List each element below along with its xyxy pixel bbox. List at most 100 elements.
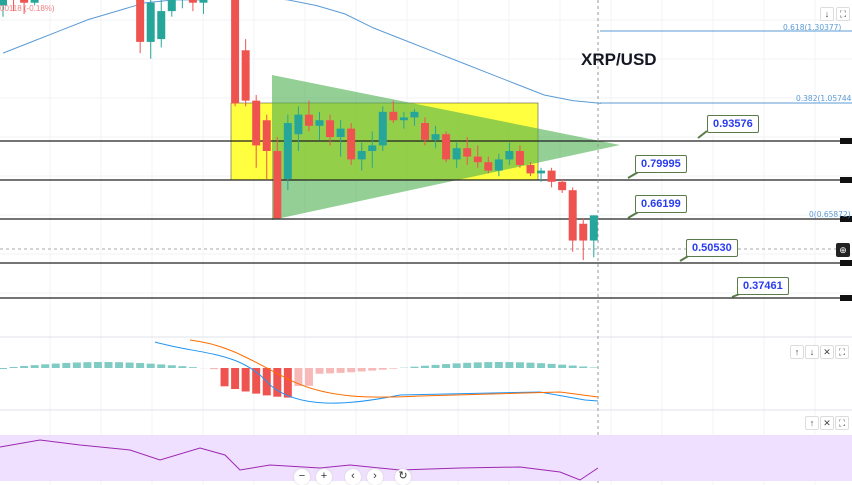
macd-histogram-bar [115, 362, 124, 368]
candle-body [241, 50, 250, 101]
level-label[interactable]: 0.37461 [737, 277, 789, 295]
macd-histogram-bar [20, 366, 29, 368]
price-axis-marker [840, 177, 852, 183]
zoom-in-button[interactable]: + [316, 469, 332, 485]
candle-body [157, 11, 166, 40]
macd-histogram-bar [167, 365, 176, 368]
macd-histogram-bar [41, 364, 50, 368]
level-label[interactable]: 0.79995 [635, 155, 687, 173]
macd-histogram-bar [9, 367, 18, 368]
price-axis-marker [840, 138, 852, 144]
macd-histogram-bar [473, 362, 482, 368]
add-icon[interactable]: ⊕ [836, 243, 850, 257]
candle-body [283, 123, 292, 179]
macd-histogram-bar [494, 362, 503, 368]
candle-body [378, 111, 387, 146]
macd-histogram-bar [389, 368, 398, 369]
fib-level-label: 0.382(1.05744) [796, 94, 852, 103]
reset-button[interactable]: ↻ [395, 469, 411, 485]
macd-histogram-bar [72, 362, 81, 368]
macd-histogram-bar [378, 368, 387, 370]
candle-body [494, 159, 503, 171]
candle-body [410, 111, 419, 118]
macd-histogram-bar [125, 362, 134, 368]
level-label[interactable]: 0.93576 [707, 115, 759, 133]
candle-body [484, 162, 493, 171]
price-axis-marker [840, 260, 852, 266]
price-axis-marker [840, 216, 852, 222]
candle-body [558, 181, 567, 191]
macd-histogram-bar [526, 362, 535, 368]
candle-body [579, 223, 588, 241]
candle-body [421, 123, 429, 140]
rsi-line [0, 439, 599, 481]
arrow-up-icon[interactable]: ↑ [805, 416, 819, 430]
macd-histogram-bar [294, 368, 303, 386]
macd-histogram-bar [326, 368, 335, 374]
price-change-legend: 00118 (-0.18%) [0, 4, 55, 13]
zoom-out-button[interactable]: − [294, 469, 310, 485]
macd-histogram-bar [357, 368, 366, 372]
maximize-icon[interactable]: ⛶ [835, 345, 849, 359]
candle-body [294, 114, 303, 135]
level-label[interactable]: 0.50530 [686, 239, 738, 257]
macd-histogram-bar [452, 363, 461, 368]
macd-histogram-bar [579, 366, 588, 368]
macd-histogram-bar [136, 363, 145, 368]
macd-histogram-bar [231, 368, 240, 390]
signal-line [189, 339, 599, 398]
macd-histogram-bar [368, 368, 377, 371]
macd-histogram-bar [283, 368, 292, 398]
macd-histogram-bar [484, 362, 493, 368]
candle-body [231, 0, 240, 104]
macd-histogram-bar [220, 368, 229, 387]
candle-body [326, 120, 335, 138]
maximize-icon[interactable]: ⛶ [836, 7, 850, 21]
macd-histogram-bar [210, 368, 218, 370]
close-icon[interactable]: ✕ [820, 345, 834, 359]
candle-body [30, 0, 39, 3]
arrow-down-icon[interactable]: ↓ [820, 7, 834, 21]
macd-histogram-bar [547, 363, 556, 368]
candle-body [336, 128, 345, 138]
candle-body [368, 145, 377, 152]
rsi-band [0, 435, 852, 481]
macd-histogram-bar [537, 363, 546, 368]
close-icon[interactable]: ✕ [820, 416, 834, 430]
macd-histogram-bar [515, 362, 524, 368]
arrow-up-icon[interactable]: ↑ [790, 345, 804, 359]
macd-histogram-bar [30, 365, 39, 368]
moving-average-line [2, 0, 602, 104]
macd-histogram-bar [421, 365, 429, 368]
macd-histogram-bar [336, 368, 345, 373]
macd-histogram-bar [315, 368, 324, 374]
candle-body [526, 164, 535, 174]
fib-level-label: 0(0.65872) [809, 210, 851, 219]
maximize-icon[interactable]: ⛶ [835, 416, 849, 430]
macd-line [154, 341, 599, 404]
candle-body [273, 151, 282, 219]
macd-histogram-bar [410, 366, 419, 368]
macd-histogram-bar [93, 362, 102, 368]
macd-histogram-bar [431, 364, 440, 368]
candle-body [20, 0, 29, 3]
macd-histogram-bar [241, 368, 250, 392]
candle-body [146, 2, 155, 42]
candle-body [347, 128, 356, 160]
scroll-left-button[interactable]: ‹ [345, 469, 361, 485]
chart-title: XRP/USD [581, 50, 657, 69]
candle-body [589, 215, 598, 241]
candle-body [568, 190, 577, 241]
macd-histogram-bar [178, 366, 187, 368]
macd-histogram-bar [0, 368, 7, 369]
callout-pointer [697, 130, 708, 139]
scroll-right-button[interactable]: › [367, 469, 383, 485]
macd-histogram-bar [188, 367, 197, 368]
candle-body [188, 0, 197, 3]
macd-histogram-bar [463, 362, 472, 368]
candle-body [252, 100, 261, 146]
level-label[interactable]: 0.66199 [635, 195, 687, 213]
arrow-down-icon[interactable]: ↓ [805, 345, 819, 359]
candle-body [0, 0, 7, 6]
macd-histogram-bar [252, 368, 261, 394]
